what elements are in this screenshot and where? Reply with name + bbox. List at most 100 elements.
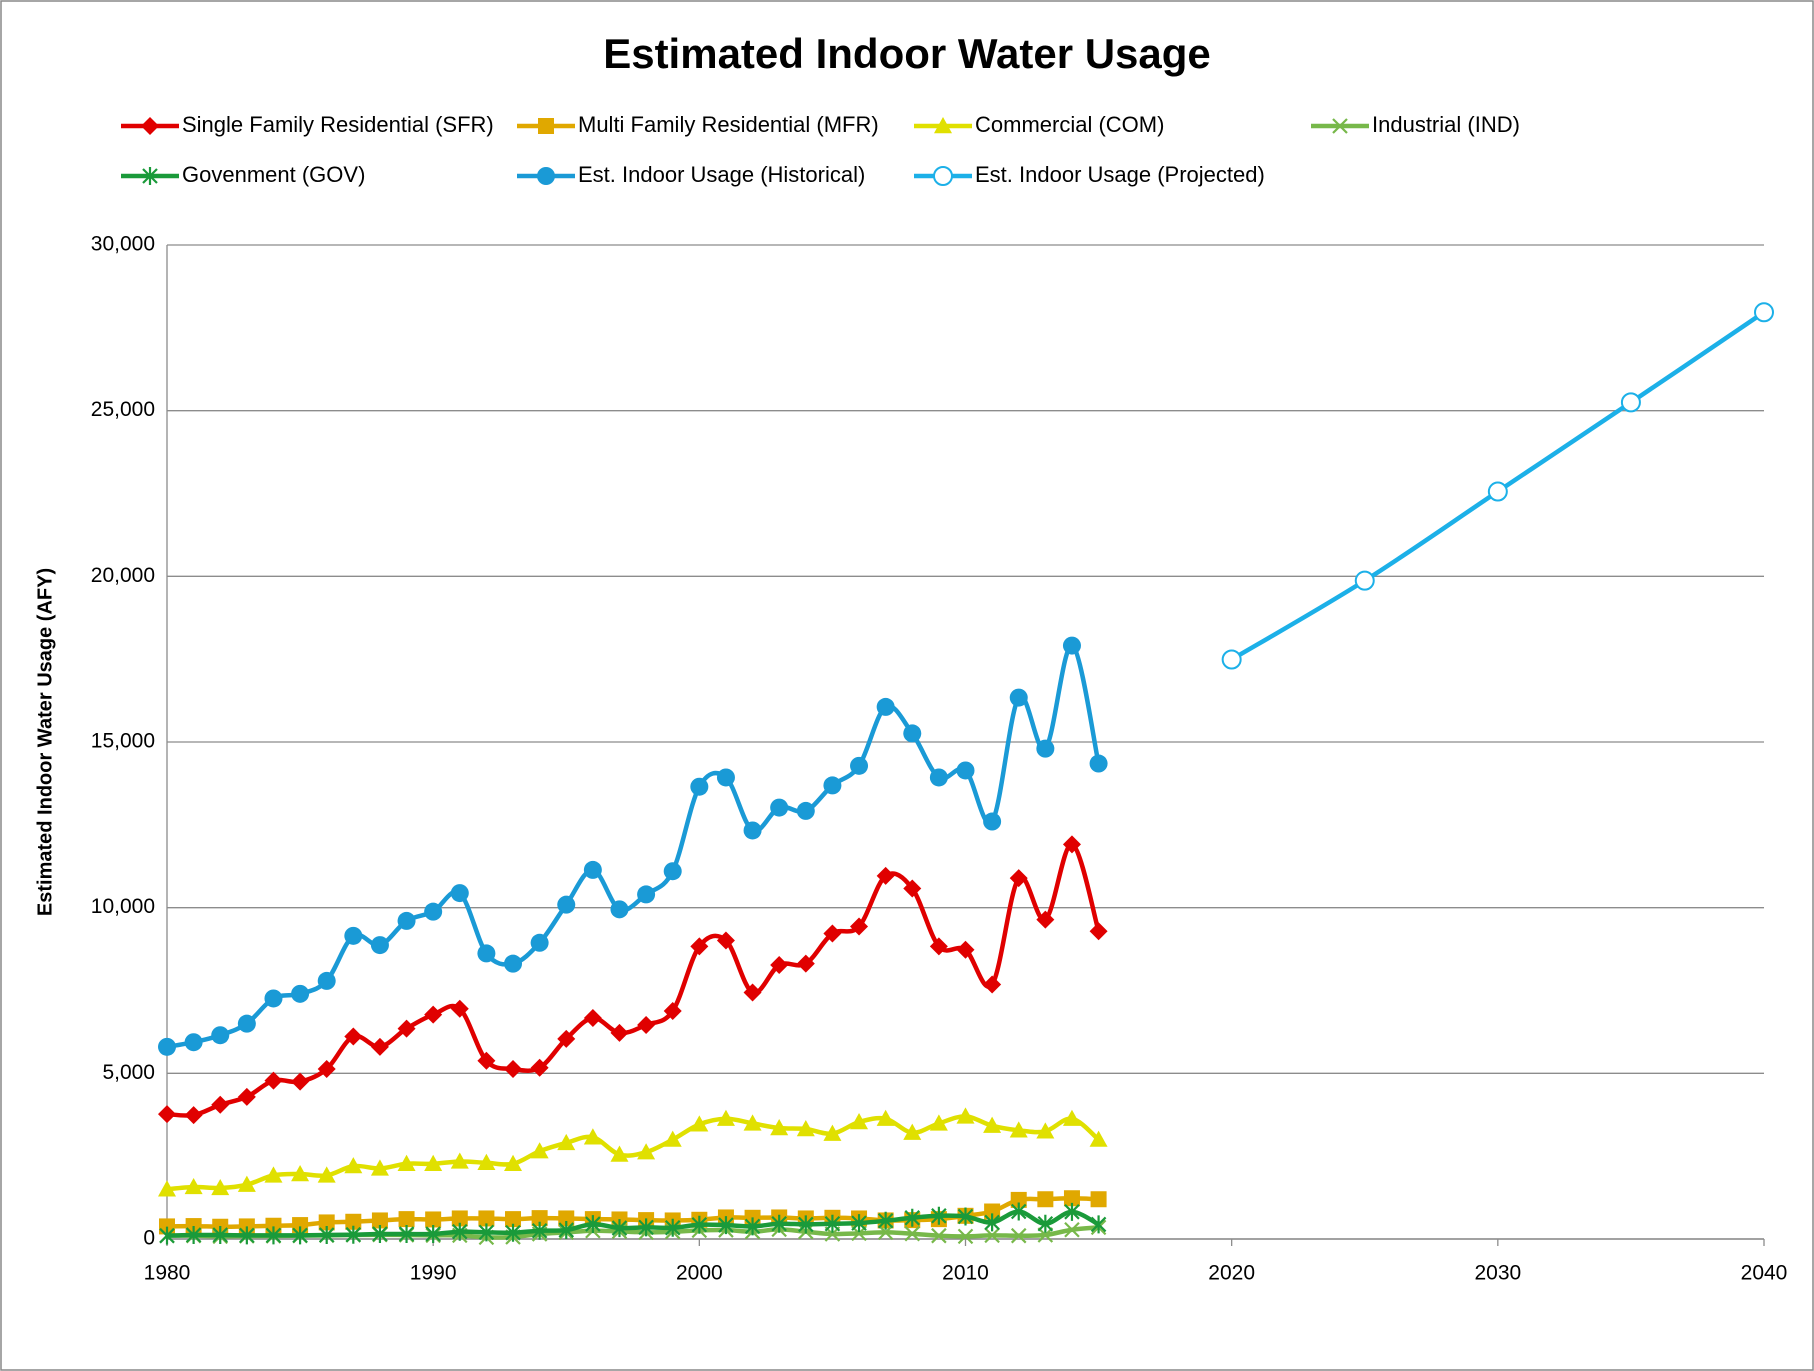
marker (743, 821, 762, 840)
marker (265, 1217, 282, 1234)
marker (876, 697, 895, 716)
x-tick-label: 1990 (410, 1262, 457, 1285)
marker (211, 1095, 230, 1114)
legend-item: Multi Family Residential (MFR) (517, 112, 879, 137)
marker (505, 1223, 521, 1242)
legend-item: Govenment (GOV) (121, 162, 365, 187)
marker (397, 911, 416, 930)
marker (264, 1071, 283, 1090)
marker (983, 975, 1002, 994)
legend-item: Est. Indoor Usage (Projected) (914, 162, 1265, 187)
marker (743, 1114, 762, 1131)
legend-item: Commercial (COM) (914, 112, 1164, 137)
marker (716, 768, 735, 787)
marker (877, 1224, 894, 1241)
x-tick-label: 2010 (942, 1262, 989, 1285)
marker (1010, 1227, 1027, 1244)
marker (984, 1203, 1001, 1220)
marker (557, 1133, 576, 1151)
marker (718, 1216, 734, 1235)
marker (292, 1217, 309, 1234)
marker (425, 1225, 441, 1244)
marker (771, 1214, 787, 1233)
marker (876, 1109, 895, 1126)
marker (450, 884, 469, 903)
marker (264, 989, 283, 1008)
x-tick-label: 2040 (1741, 1262, 1788, 1285)
marker (530, 933, 549, 952)
marker (1062, 1109, 1081, 1126)
marker (291, 984, 310, 1003)
marker (744, 1217, 761, 1236)
marker (798, 1215, 814, 1234)
marker (1062, 636, 1081, 655)
marker (1010, 1191, 1027, 1208)
y-tick-label: 30,000 (91, 233, 155, 256)
marker (850, 917, 869, 936)
marker (424, 902, 443, 921)
marker (1062, 835, 1081, 854)
marker (1332, 118, 1348, 134)
marker (1754, 302, 1774, 323)
marker (344, 1157, 363, 1174)
marker (504, 1154, 523, 1171)
x-tick-label: 2030 (1474, 1262, 1521, 1285)
marker (957, 1228, 974, 1245)
marker (558, 1221, 575, 1240)
marker (610, 1023, 629, 1042)
marker (291, 1165, 310, 1182)
marker (531, 1221, 548, 1240)
marker (158, 1105, 176, 1124)
marker (142, 167, 158, 185)
marker (397, 1154, 416, 1171)
marker (211, 1178, 230, 1196)
marker (690, 937, 709, 956)
marker (370, 936, 389, 955)
marker (933, 166, 953, 186)
marker (398, 1225, 415, 1244)
marker (557, 895, 576, 914)
legend-label: Est. Indoor Usage (Projected) (975, 162, 1265, 187)
marker (663, 862, 682, 881)
marker (583, 1009, 602, 1028)
marker (796, 1119, 815, 1137)
marker (531, 1210, 548, 1227)
marker (664, 1218, 681, 1237)
marker (770, 1119, 789, 1136)
marker (770, 955, 789, 974)
legend-item: Single Family Residential (SFR) (121, 112, 494, 137)
marker (211, 1026, 230, 1045)
marker (850, 1113, 869, 1130)
marker (185, 1226, 202, 1245)
marker (1089, 922, 1108, 941)
marker (451, 1210, 468, 1227)
marker (317, 1166, 336, 1183)
marker (903, 1123, 922, 1140)
marker (610, 900, 629, 919)
marker (212, 1226, 229, 1245)
marker (851, 1214, 867, 1233)
marker (237, 1087, 256, 1106)
x-tick-label: 1980 (144, 1262, 191, 1285)
legend-item: Est. Indoor Usage (Historical) (517, 162, 865, 187)
marker (158, 1037, 176, 1056)
x-tick-label: 2020 (1208, 1262, 1255, 1285)
marker (1036, 910, 1055, 929)
marker (530, 1142, 549, 1159)
y-tick-label: 20,000 (91, 564, 155, 587)
marker (690, 777, 709, 796)
marker (1009, 1121, 1028, 1138)
marker (1037, 1191, 1054, 1208)
marker (663, 1130, 682, 1147)
legend-label: Single Family Residential (SFR) (182, 112, 494, 137)
series-line (166, 1209, 1100, 1238)
marker (370, 1159, 389, 1176)
marker (796, 801, 815, 820)
marker (425, 1211, 442, 1228)
marker (1090, 1215, 1107, 1234)
marker (317, 971, 336, 990)
marker (265, 1226, 282, 1245)
marker (637, 1143, 656, 1160)
marker (397, 1019, 416, 1038)
